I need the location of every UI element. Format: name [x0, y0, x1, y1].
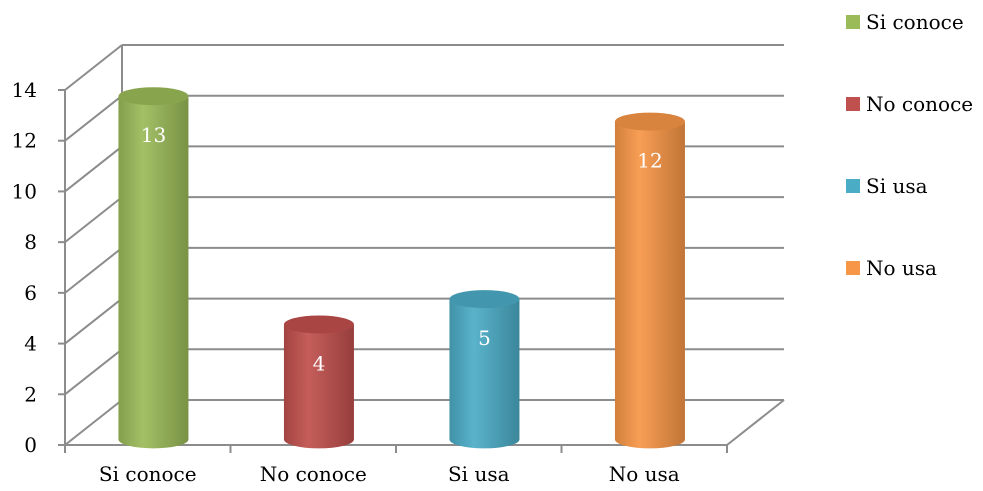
x-tick-label: Si conoce	[99, 462, 197, 486]
side-wall-line	[64, 44, 123, 91]
data-label: 5	[478, 326, 491, 350]
bar-body	[614, 121, 685, 449]
legend-item: No usa	[846, 256, 937, 280]
side-wall-line	[64, 196, 123, 243]
bar	[449, 290, 520, 449]
y-tick-label: 12	[12, 129, 37, 153]
bar	[118, 87, 189, 449]
legend-swatch	[846, 97, 860, 111]
side-wall-line	[64, 399, 123, 446]
floor-edge	[726, 399, 785, 446]
y-tick-label: 2	[24, 382, 37, 406]
legend-swatch	[846, 179, 860, 193]
bar-top	[283, 315, 354, 334]
y-tick-label: 6	[24, 281, 37, 305]
legend-item: No conoce	[846, 92, 973, 116]
y-tick-label: 10	[12, 179, 37, 203]
bar-body	[449, 299, 520, 449]
legend-swatch	[846, 261, 860, 275]
side-wall-line	[64, 94, 123, 142]
side-wall-line	[64, 247, 123, 294]
y-tick-label: 8	[24, 230, 37, 254]
y-tick-label: 0	[24, 433, 37, 457]
legend-label: No conoce	[866, 92, 973, 116]
data-label: 12	[637, 149, 662, 173]
side-wall-line	[64, 297, 123, 345]
legend-label: Si usa	[866, 174, 928, 198]
bar-body	[118, 96, 189, 449]
x-tick-label: Si usa	[448, 462, 510, 486]
x-tick-label: No conoce	[260, 462, 367, 486]
side-wall-line	[64, 145, 123, 193]
bar-top	[614, 112, 685, 131]
x-tick-label: No usa	[609, 462, 680, 486]
legend-item: Si conoce	[846, 10, 964, 34]
legend-label: Si conoce	[866, 10, 964, 34]
legend: Si conoce No conoce Si usa No usa	[846, 10, 973, 280]
bar	[614, 112, 685, 449]
bar	[283, 315, 354, 449]
data-label: 13	[141, 123, 166, 147]
legend-swatch	[846, 15, 860, 29]
bar-body	[283, 324, 354, 449]
bar-top	[118, 87, 189, 106]
labels: 13 4 5 12	[141, 123, 663, 375]
bar-top	[449, 290, 520, 309]
data-label: 4	[313, 351, 326, 375]
legend-label: No usa	[866, 256, 937, 280]
legend-item: Si usa	[846, 174, 928, 198]
y-tick-label: 4	[24, 332, 37, 356]
side-wall-line	[64, 348, 123, 396]
y-tick-label: 14	[12, 78, 37, 102]
bars	[118, 87, 685, 449]
